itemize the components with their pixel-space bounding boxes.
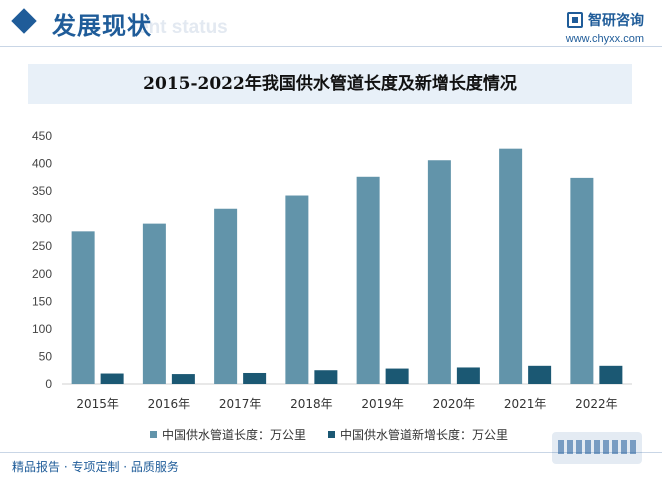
- bar-pipeline-length: [356, 176, 380, 384]
- bar-chart: 0 50 100 150 200 250 300 350 400 450 2015年 2016年 201…: [32, 129, 632, 411]
- y-tick-label: 50: [39, 349, 53, 363]
- bar-pipeline-new-length: [456, 367, 480, 384]
- y-tick-label: 150: [32, 294, 52, 308]
- bar-pipeline-length: [142, 223, 166, 384]
- bar-pipeline-new-length: [100, 373, 124, 384]
- chart-legend: 中国供水管道长度：万公里 中国供水管道新增长度：万公里: [150, 425, 570, 443]
- header-divider: [0, 46, 662, 47]
- logo-icon: [567, 12, 583, 28]
- diamond-icon: [11, 8, 37, 34]
- legend-item: 中国供水管道新增长度：万公里: [328, 426, 508, 443]
- section-watermark: ent status: [138, 17, 228, 38]
- logo-name: 智研咨询: [588, 13, 644, 29]
- section-title: 发展现状: [52, 12, 152, 40]
- legend-swatch: [328, 430, 336, 438]
- bar-pipeline-new-length: [171, 374, 195, 384]
- legend-label: 中国供水管道长度：万公里: [162, 427, 307, 442]
- bar-pipeline-new-length: [599, 365, 623, 384]
- x-tick-label: 2018年: [290, 397, 333, 411]
- legend-item: 中国供水管道长度：万公里: [150, 426, 306, 443]
- chart-title: 2015-2022年我国供水管道长度及新增长度情况: [143, 74, 517, 94]
- x-tick-label: 2022年: [575, 397, 618, 411]
- bar-pipeline-length: [499, 148, 523, 384]
- footer-divider: [0, 452, 662, 453]
- stamp-mark-icon: [558, 440, 636, 454]
- chart-title-band: 2015-2022年我国供水管道长度及新增长度情况: [28, 64, 632, 104]
- bar-pipeline-length: [285, 195, 309, 384]
- x-tick-label: 2021年: [504, 397, 547, 411]
- y-tick-label: 0: [45, 377, 52, 391]
- y-tick-label: 350: [32, 184, 52, 198]
- bar-pipeline-length: [427, 160, 451, 384]
- bar-pipeline-new-length: [243, 372, 267, 384]
- y-tick-label: 400: [32, 157, 52, 171]
- header: ent status 发展现状 智研咨询 www.chyxx.com: [0, 0, 662, 50]
- footer-services: 精品报告 · 专项定制 · 品质服务: [12, 460, 179, 474]
- x-tick-label: 2016年: [148, 397, 191, 411]
- x-tick-label: 2020年: [433, 397, 476, 411]
- legend-label: 中国供水管道新增长度：万公里: [340, 427, 509, 442]
- logo-url: www.chyxx.com: [565, 33, 644, 45]
- y-tick-label: 450: [32, 129, 52, 143]
- bar-pipeline-length: [214, 208, 238, 384]
- bar-pipeline-new-length: [385, 368, 409, 384]
- bar-pipeline-length: [570, 177, 594, 384]
- bar-pipeline-length: [71, 231, 95, 384]
- bar-pipeline-new-length: [528, 365, 552, 384]
- y-tick-label: 300: [32, 212, 52, 226]
- brand-logo: 智研咨询 www.chyxx.com: [566, 10, 644, 45]
- legend-swatch: [150, 430, 157, 438]
- x-tick-label: 2017年: [219, 397, 262, 411]
- y-tick-label: 250: [32, 239, 52, 253]
- x-tick-label: 2015年: [76, 397, 119, 411]
- x-tick-label: 2019年: [361, 397, 404, 411]
- certification-stamp: [552, 432, 642, 464]
- y-tick-label: 200: [32, 267, 52, 281]
- y-tick-label: 100: [32, 322, 52, 336]
- bar-pipeline-new-length: [314, 370, 338, 384]
